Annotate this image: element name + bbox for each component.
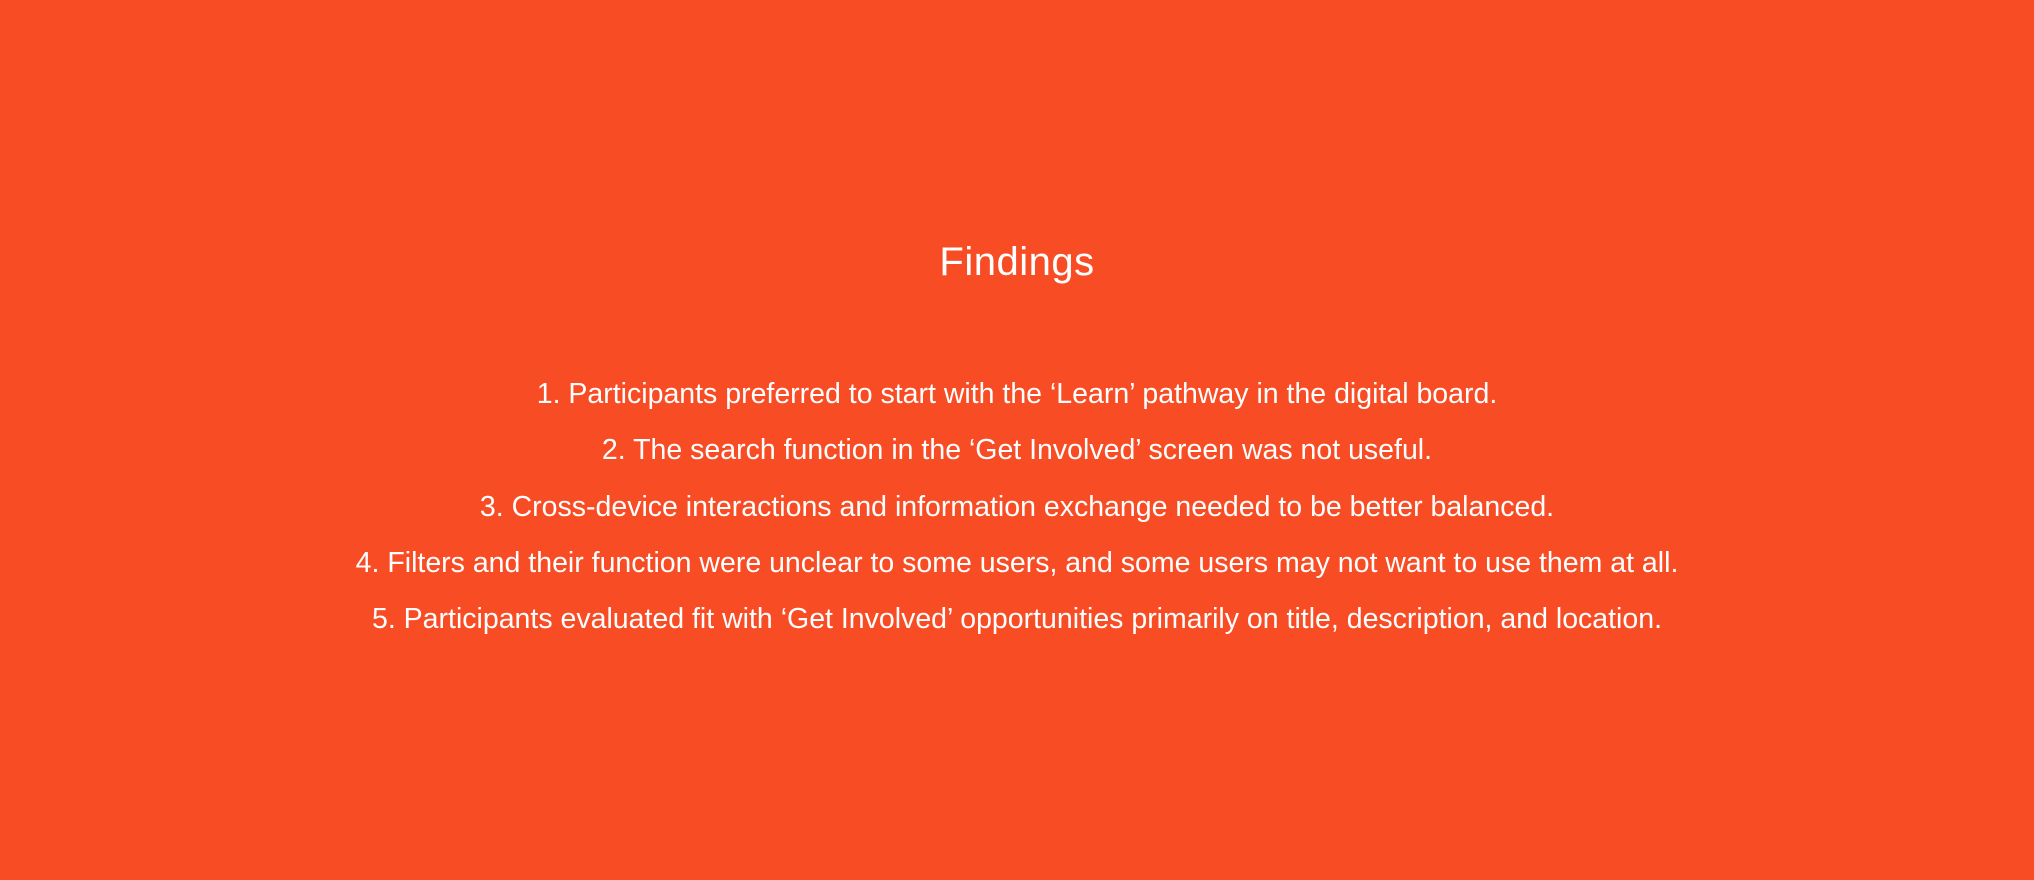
finding-item-1: 1. Participants preferred to start with … [536, 378, 1498, 410]
finding-item-5: 5. Participants evaluated fit with ‘Get … [371, 603, 1663, 636]
finding-item-2: 2. The search function in the ‘Get Invol… [601, 434, 1433, 467]
finding-item-3: 3. Cross-device interactions and informa… [479, 490, 1555, 523]
findings-list: 1. Participants preferred to start with … [0, 366, 2034, 647]
finding-item-4: 4. Filters and their function were uncle… [355, 546, 1679, 579]
page-title: Findings [939, 240, 1095, 284]
